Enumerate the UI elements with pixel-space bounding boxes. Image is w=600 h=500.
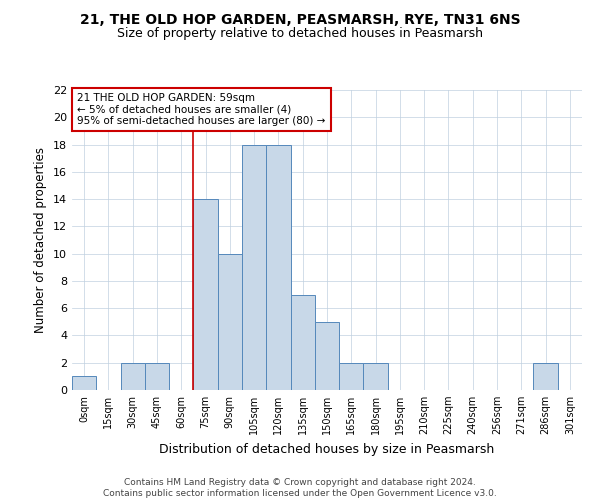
Bar <box>290 294 315 390</box>
Bar <box>315 322 339 390</box>
Bar <box>364 362 388 390</box>
Bar <box>533 362 558 390</box>
Text: Contains HM Land Registry data © Crown copyright and database right 2024.
Contai: Contains HM Land Registry data © Crown c… <box>103 478 497 498</box>
Bar <box>339 362 364 390</box>
Text: Size of property relative to detached houses in Peasmarsh: Size of property relative to detached ho… <box>117 28 483 40</box>
Y-axis label: Number of detached properties: Number of detached properties <box>34 147 47 333</box>
Bar <box>193 199 218 390</box>
Text: 21 THE OLD HOP GARDEN: 59sqm
← 5% of detached houses are smaller (4)
95% of semi: 21 THE OLD HOP GARDEN: 59sqm ← 5% of det… <box>77 93 325 126</box>
Text: 21, THE OLD HOP GARDEN, PEASMARSH, RYE, TN31 6NS: 21, THE OLD HOP GARDEN, PEASMARSH, RYE, … <box>80 12 520 26</box>
Bar <box>218 254 242 390</box>
Bar <box>121 362 145 390</box>
X-axis label: Distribution of detached houses by size in Peasmarsh: Distribution of detached houses by size … <box>160 442 494 456</box>
Bar <box>72 376 96 390</box>
Bar <box>242 144 266 390</box>
Bar <box>145 362 169 390</box>
Bar <box>266 144 290 390</box>
